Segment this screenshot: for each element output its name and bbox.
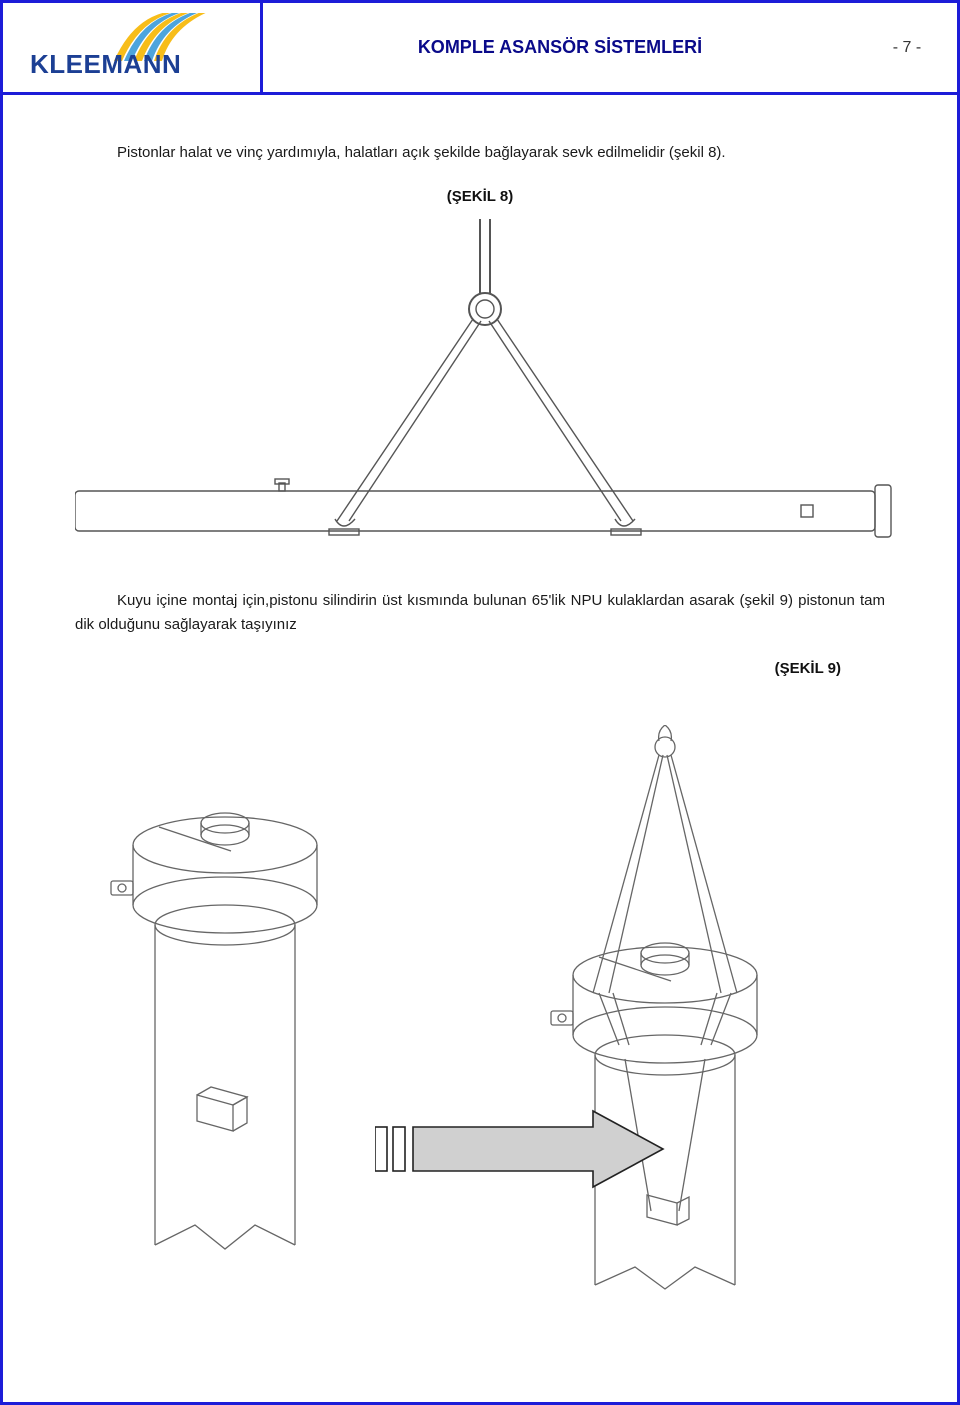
- kleemann-logo-icon: KLEEMANN: [22, 13, 242, 83]
- logo-cell: KLEEMANN: [3, 3, 263, 92]
- body-area: Pistonlar halat ve vinç yardımıyla, hala…: [3, 95, 957, 1295]
- page-number-cell: - 7 -: [857, 3, 957, 92]
- figure-9-left-cylinder: [105, 805, 355, 1265]
- title-cell: KOMPLE ASANSÖR SİSTEMLERİ: [263, 3, 857, 92]
- figure-9-diagram: [75, 695, 885, 1275]
- figure-9-arrow-icon: [375, 1105, 675, 1195]
- paragraph-2: Kuyu içine montaj için,pistonu silindiri…: [75, 589, 885, 636]
- document-title: KOMPLE ASANSÖR SİSTEMLERİ: [418, 37, 702, 58]
- figure-8-label: (ŞEKİL 8): [75, 188, 885, 205]
- figure-8-diagram: [75, 219, 895, 549]
- svg-text:KLEEMANN: KLEEMANN: [30, 49, 181, 79]
- page-number: - 7 -: [893, 39, 921, 57]
- paragraph-1: Pistonlar halat ve vinç yardımıyla, hala…: [75, 141, 885, 164]
- figure-9-right-cylinder: [545, 725, 795, 1305]
- header-row: KLEEMANN KOMPLE ASANSÖR SİSTEMLERİ - 7 -: [3, 3, 957, 95]
- figure-9-label: (ŞEKİL 9): [75, 660, 841, 677]
- page-frame: KLEEMANN KOMPLE ASANSÖR SİSTEMLERİ - 7 -…: [0, 0, 960, 1405]
